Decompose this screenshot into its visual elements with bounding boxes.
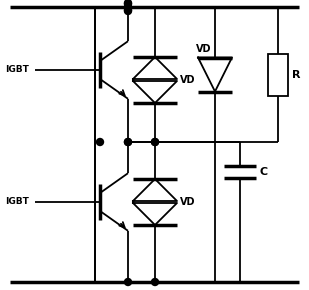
Circle shape [125, 139, 132, 146]
Circle shape [125, 6, 132, 14]
Bar [268, 53, 288, 95]
Circle shape [125, 278, 132, 285]
Text: VD: VD [196, 44, 211, 53]
Circle shape [151, 278, 159, 285]
Circle shape [96, 139, 104, 146]
Text: VD: VD [180, 197, 196, 207]
Text: C: C [260, 167, 268, 177]
Circle shape [125, 139, 132, 146]
Circle shape [151, 139, 159, 146]
Text: VD: VD [180, 75, 196, 85]
Circle shape [151, 139, 159, 146]
Circle shape [125, 8, 132, 14]
Text: R: R [292, 70, 300, 79]
Circle shape [125, 3, 132, 10]
Circle shape [125, 1, 132, 8]
Circle shape [125, 0, 132, 6]
Text: IGBT: IGBT [5, 197, 29, 206]
Text: IGBT: IGBT [5, 66, 29, 75]
